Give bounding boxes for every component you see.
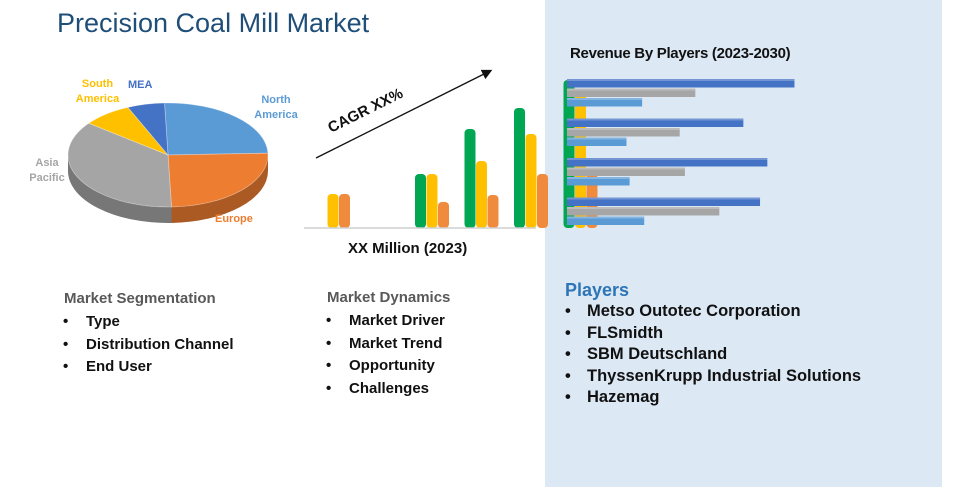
player-item: Hazemag (565, 387, 861, 409)
revenue-bar-highlight (567, 158, 768, 160)
revenue-bar-highlight (567, 177, 630, 179)
pie-slice-side (171, 155, 268, 223)
revenue-bar (567, 98, 643, 107)
revenue-bar (567, 88, 696, 97)
revenue-chart-title: Revenue By Players (2023-2030) (570, 45, 791, 62)
revenue-bar (567, 207, 720, 216)
revenue-bar-highlight (567, 128, 680, 130)
revenue-bar (567, 79, 795, 88)
player-item: SBM Deutschland (565, 344, 861, 366)
revenue-bar-highlight (567, 118, 744, 121)
player-item: Metso Outotec Corporation (565, 301, 861, 323)
revenue-bar-highlight (567, 79, 795, 81)
growth-bar (487, 195, 499, 228)
region-pie-chart (67, 102, 269, 223)
pie-slice (127, 102, 169, 157)
dynamics-item: Market Trend (326, 333, 445, 356)
revenue-bar-highlight (567, 167, 685, 170)
revenue-bar (567, 118, 744, 127)
growth-bar (537, 174, 548, 228)
player-item: FLSmidth (565, 323, 861, 345)
dynamics-list: Market Driver Market Trend Opportunity C… (326, 310, 445, 400)
growth-bar (426, 174, 438, 228)
revenue-bar (567, 158, 768, 167)
pie-slice (87, 106, 169, 156)
growth-bar (514, 108, 525, 228)
growth-bar (464, 129, 476, 228)
dynamics-heading: Market Dynamics (327, 289, 451, 306)
segmentation-heading: Market Segmentation (64, 290, 216, 307)
growth-bar (339, 194, 350, 228)
pie-label-europe: Europe (215, 213, 253, 225)
growth-bar (476, 161, 487, 228)
growth-bar (415, 174, 426, 228)
growth-bar (327, 194, 339, 228)
revenue-bar-highlight (567, 197, 761, 200)
dynamics-item: Market Driver (326, 310, 445, 333)
revenue-bar (567, 167, 685, 176)
revenue-bar-highlight (567, 207, 720, 209)
revenue-bar (567, 128, 680, 137)
revenue-bar-highlight (567, 216, 645, 219)
revenue-bar-highlight (567, 88, 696, 91)
segmentation-item: Type (63, 311, 234, 334)
pie-label-north-america: North America (254, 94, 298, 121)
cagr-label: CAGR XX% (325, 85, 406, 137)
segmentation-item: Distribution Channel (63, 334, 234, 357)
page-title: Precision Coal Mill Market (57, 8, 370, 38)
segmentation-item: End User (63, 356, 234, 379)
players-list: Metso Outotec Corporation FLSmidth SBM D… (565, 301, 861, 409)
revenue-bar-highlight (567, 98, 643, 100)
dynamics-item: Challenges (326, 378, 445, 401)
pie-slice (167, 152, 269, 208)
pie-label-south-america: South America (75, 78, 120, 105)
players-heading: Players (565, 280, 630, 300)
growth-bar (438, 202, 449, 228)
revenue-bar (567, 137, 627, 146)
growth-bar (563, 80, 575, 228)
revenue-bar-highlight (567, 137, 627, 140)
pie-label-mea: MEA (128, 79, 153, 91)
pie-slice (164, 102, 269, 156)
growth-bar (525, 134, 537, 228)
revenue-bar (567, 177, 630, 186)
dynamics-item: Opportunity (326, 355, 445, 378)
cagr-arrow (315, 69, 493, 159)
revenue-bar-chart (567, 79, 795, 225)
revenue-bar (567, 197, 761, 206)
player-item: ThyssenKrupp Industrial Solutions (565, 366, 861, 388)
market-size-caption: XX Million (2023) (348, 240, 468, 257)
segmentation-list: Type Distribution Channel End User (63, 311, 234, 379)
revenue-bar (567, 216, 645, 225)
pie-slice (67, 122, 172, 208)
pie-slice-side (68, 155, 172, 223)
pie-label-asia-pacific: Asia Pacific (29, 157, 65, 184)
